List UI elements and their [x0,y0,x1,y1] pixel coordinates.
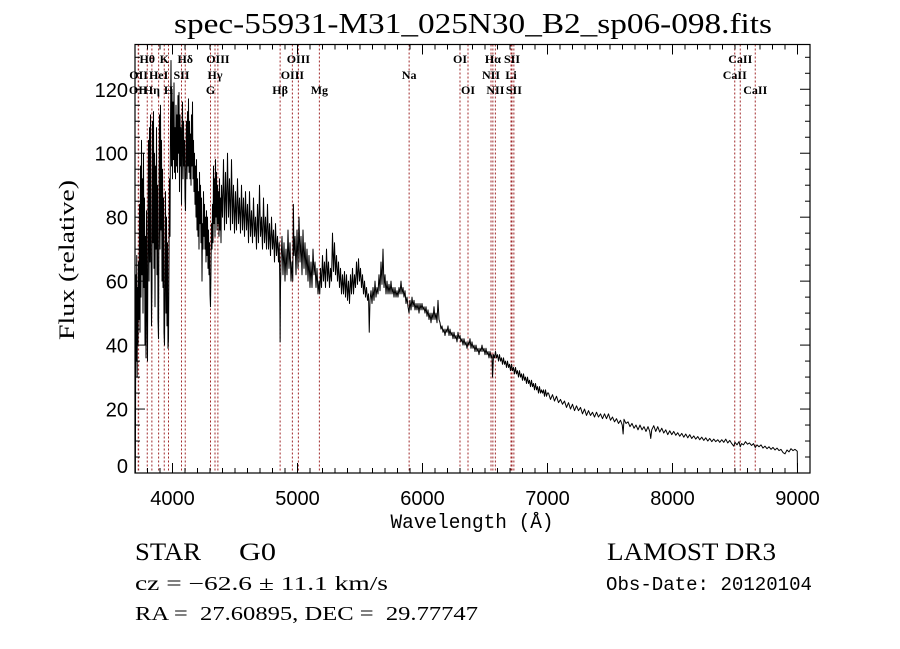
line-marker-label: Hβ [272,83,288,97]
line-marker-label: Na [402,68,417,82]
line-marker-label: Hη [144,83,160,97]
line-marker-label: H [164,83,174,97]
line-marker-label: OIII [287,52,311,66]
object-class: STAR [135,539,201,566]
line-marker-label: CaII [728,52,752,66]
plot-frame [134,43,811,474]
spectrum-series [134,59,798,474]
line-marker-label: HeI [149,68,169,82]
coordinates: RA = 27.60895, DEC = 29.77747 [135,603,478,625]
line-marker-label: K [160,52,170,66]
line-marker-label: SII [506,83,522,97]
line-marker-label: CaII [723,68,747,82]
line-marker-label: CaII [743,83,767,97]
spectrum-line [134,59,798,474]
x-tick-label: 8000 [650,488,695,510]
spectrum-info: STAR G0 cz = −62.6 ± 11.1 km/s RA = 27.6… [135,539,812,625]
y-tick-label: 120 [95,80,128,102]
line-marker-label: Hα [485,52,501,66]
y-tick-label: 40 [106,336,128,358]
y-tick-label: 100 [95,144,128,166]
redshift-velocity: cz = −62.6 ± 11.1 km/s [135,573,388,595]
spectral-subclass: G0 [239,539,276,566]
line-marker-label: OI [453,52,467,66]
x-tick-labels: 4000 5000 6000 7000 8000 9000 [150,488,820,510]
line-marker-label: NII [486,83,504,97]
line-marker-label: G [206,83,215,97]
x-axis-label: Wavelength (Å) [391,512,554,535]
line-marker-label: SII [504,52,520,66]
x-tick-label: 4000 [150,488,195,510]
y-axis-label: Flux (relative) [54,180,79,340]
line-marker-label: Mg [311,83,328,97]
x-tick-label: 7000 [525,488,570,510]
y-tick-label: 20 [106,400,128,422]
x-tick-label: 5000 [275,488,320,510]
line-marker-label: OIII [206,52,230,66]
line-marker-label: Hθ [139,52,155,66]
line-marker-labels: OIIOIIHθHηHeIKHSIIHδGHγOIIIHβOIIIOIIIMgN… [129,52,768,97]
x-tick-label: 6000 [400,488,445,510]
axis-ticks [134,44,811,474]
line-marker-label: Hδ [177,52,193,66]
chart-title: spec-55931-M31_025N30_B2_sp06-098.fits [174,9,772,40]
line-marker-label: NII [482,68,500,82]
line-marker-label: Hγ [208,68,223,82]
line-marker-label: OII [129,68,148,82]
x-tick-label: 9000 [775,488,820,510]
line-marker-label: Li [505,68,517,82]
y-tick-label: 0 [117,456,128,478]
line-markers [137,44,756,473]
line-marker-label: OIII [281,68,305,82]
line-marker-label: OI [461,83,475,97]
observation-date: Obs-Date: 20120104 [606,574,812,596]
survey-release: LAMOST DR3 [607,539,776,566]
y-tick-label: 80 [106,208,128,230]
y-tick-labels: 0 20 40 60 80 100 120 [95,80,128,478]
line-marker-label: OII [129,83,148,97]
y-tick-label: 60 [106,272,128,294]
line-marker-label: SII [173,68,189,82]
